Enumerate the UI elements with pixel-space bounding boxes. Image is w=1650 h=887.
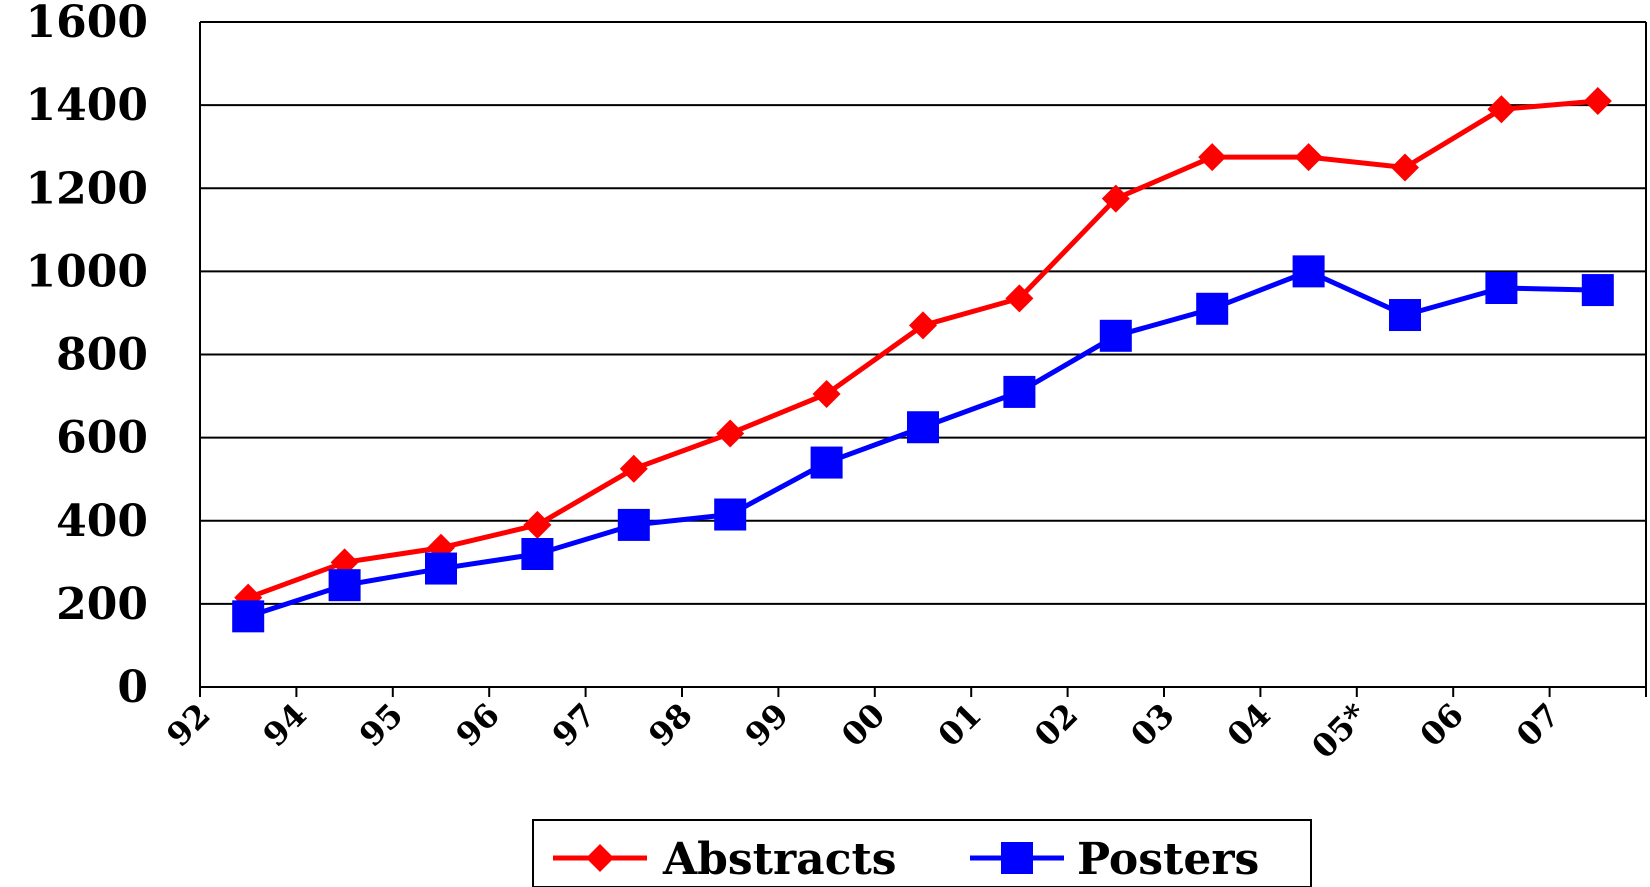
data-point-abstracts: [1294, 143, 1323, 172]
data-point-abstracts: [1487, 95, 1516, 124]
x-tick-label: 05*: [1304, 696, 1374, 766]
series-lines: [247, 98, 1599, 619]
x-tick-label: 04: [1220, 696, 1278, 754]
x-tick-label: 00: [834, 696, 892, 754]
legend-label-posters: Posters: [1077, 834, 1259, 885]
x-tick-label: 98: [641, 696, 699, 754]
x-axis-ticks: 92 94 95 96 97 98 99 00 01 02 03 04 05* 06 07: [159, 687, 1647, 766]
x-tick-label: 95: [352, 696, 410, 754]
y-tick-label: 0: [117, 662, 148, 713]
data-point-posters: [714, 498, 747, 531]
data-point-abstracts: [523, 510, 552, 539]
legend-box: [532, 819, 1312, 887]
data-point-abstracts: [1005, 284, 1034, 313]
data-point-abstracts: [619, 454, 648, 483]
axes: [199, 21, 1647, 697]
x-tick-label: 07: [1509, 696, 1567, 754]
y-tick-label: 600: [56, 413, 148, 464]
y-tick-label: 400: [56, 496, 148, 547]
series-line-abstracts: [247, 98, 1599, 600]
y-tick-label: 1200: [26, 163, 148, 214]
x-tick-label: 94: [256, 696, 314, 754]
x-tick-label: 03: [1123, 696, 1181, 754]
x-tick-label: 92: [159, 696, 217, 754]
data-point-abstracts: [909, 311, 937, 340]
data-point-abstracts: [1391, 153, 1419, 182]
y-tick-label: 200: [56, 579, 148, 630]
y-axis-ticks: 0 200 400 600 800 1000 1200 1400 1600: [26, 0, 148, 713]
y-tick-label: 1600: [26, 0, 148, 48]
data-point-abstracts: [1583, 86, 1612, 115]
data-point-abstracts: [1198, 143, 1227, 172]
x-tick-label: 97: [545, 696, 603, 754]
data-point-posters: [521, 538, 554, 570]
data-point-abstracts: [716, 419, 745, 448]
x-tick-label: 96: [448, 696, 506, 754]
x-tick-label: 06: [1412, 696, 1470, 754]
data-point-abstracts: [812, 379, 841, 408]
data-point-posters: [1003, 375, 1036, 408]
y-tick-label: 1000: [26, 246, 148, 297]
data-point-posters: [328, 569, 361, 602]
x-tick-label: 99: [738, 696, 796, 754]
legend-marker-posters: [1001, 842, 1033, 874]
legend: Abstracts Posters: [532, 819, 1312, 887]
data-point-posters: [1389, 299, 1421, 332]
x-tick-label: 02: [1027, 696, 1085, 754]
data-point-posters: [1099, 319, 1132, 352]
legend-item-posters: Posters: [970, 834, 1259, 885]
data-point-posters: [1485, 272, 1518, 304]
data-point-posters: [810, 446, 843, 479]
data-point-posters: [1581, 274, 1614, 307]
data-point-posters: [1292, 255, 1325, 288]
data-point-posters: [425, 552, 457, 585]
y-tick-label: 1400: [26, 80, 148, 131]
y-tick-label: 800: [56, 330, 148, 381]
data-point-abstracts: [1101, 184, 1130, 213]
legend-item-abstracts: Abstracts: [553, 834, 897, 885]
data-point-posters: [1196, 292, 1229, 325]
data-point-posters: [232, 600, 265, 633]
data-point-posters: [617, 508, 650, 541]
legend-marker-abstracts: [586, 844, 614, 872]
x-tick-label: 01: [930, 696, 988, 754]
data-point-posters: [907, 411, 939, 444]
legend-label-abstracts: Abstracts: [662, 834, 897, 885]
series-markers: [232, 86, 1614, 633]
